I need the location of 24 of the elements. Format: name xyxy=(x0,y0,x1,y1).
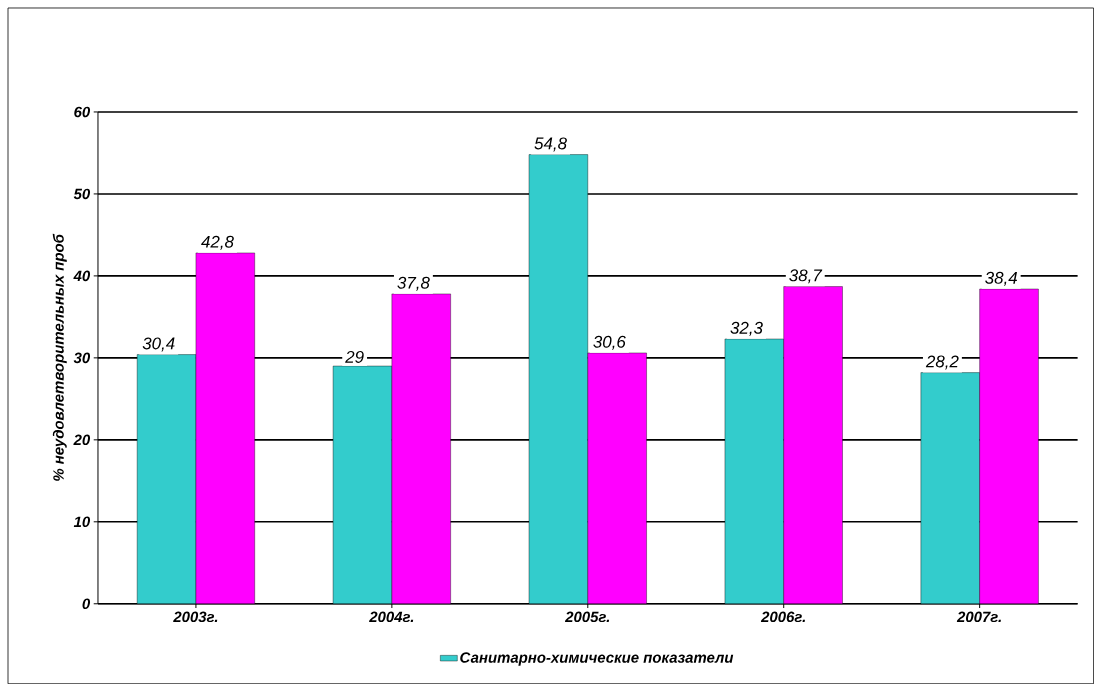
x-tick-label: 2004г. xyxy=(369,611,414,623)
data-label: 32,3 xyxy=(730,321,763,336)
data-label: 38,4 xyxy=(985,271,1018,286)
x-tick-label: 2007г. xyxy=(956,611,1001,623)
data-label: 30,4 xyxy=(142,337,175,352)
x-tick-label: 2006г. xyxy=(760,611,806,623)
legend-label: Санитарно-химические показатели xyxy=(460,652,734,666)
y-tick-label: 60 xyxy=(74,106,91,118)
data-label: 28,2 xyxy=(925,355,959,370)
data-label: 37,8 xyxy=(397,276,430,291)
x-tick-label: 2003г. xyxy=(173,611,218,623)
data-label: 30,6 xyxy=(593,335,626,350)
x-tick-label: 2005г. xyxy=(564,611,610,623)
y-tick-label: 10 xyxy=(73,516,91,528)
y-axis-title: % неудовлетворительных проб xyxy=(52,233,67,481)
y-tick-label: 30 xyxy=(73,352,91,364)
data-label: 38,7 xyxy=(789,269,823,284)
data-label: 54,8 xyxy=(534,137,567,152)
y-tick-label: 40 xyxy=(73,270,91,282)
y-tick-label: 0 xyxy=(82,598,91,609)
data-label: 29 xyxy=(345,350,364,363)
y-tick-label: 20 xyxy=(73,434,91,446)
data-label: 42,8 xyxy=(201,235,234,250)
y-tick-label: 50 xyxy=(73,188,91,200)
